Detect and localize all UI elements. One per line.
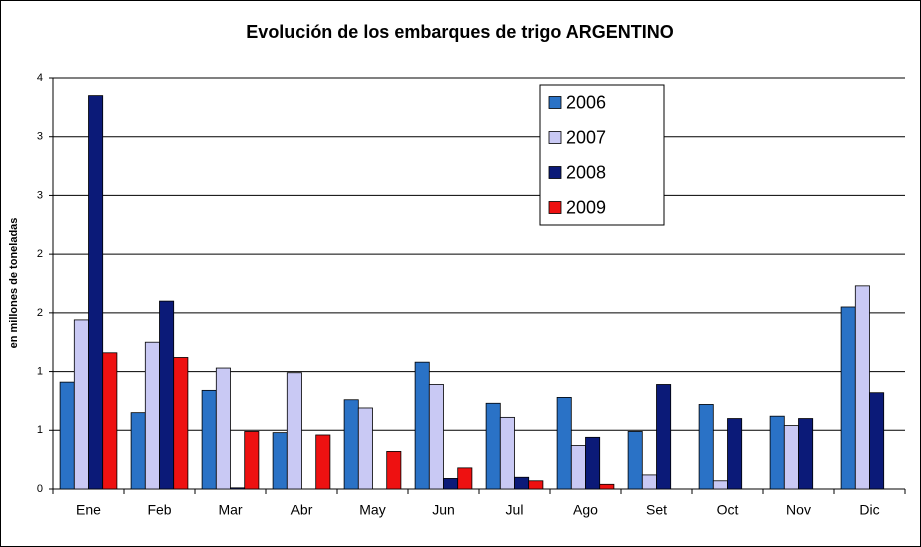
chart-title: Evolución de los embarques de trigo ARGE… (246, 22, 673, 42)
bar (144, 341, 160, 490)
bar (840, 306, 856, 490)
bar (173, 357, 189, 490)
bar (627, 431, 643, 490)
x-tick-label: Jun (432, 502, 455, 518)
bar (286, 372, 302, 490)
bar (798, 418, 814, 490)
legend-swatch (548, 131, 562, 144)
bar (428, 384, 444, 490)
bar (641, 474, 657, 490)
x-tick-label: Mar (218, 502, 242, 518)
bar (570, 445, 586, 490)
bar (272, 432, 288, 490)
bar (230, 487, 246, 490)
legend-label: 2006 (566, 92, 606, 112)
x-tick-label: Ago (573, 502, 598, 518)
bar (499, 416, 515, 490)
x-tick-label: Nov (786, 502, 811, 518)
legend-label: 2007 (566, 127, 606, 147)
legend-swatch (548, 201, 562, 214)
bar (727, 418, 743, 490)
x-tick-label: Jul (506, 502, 524, 518)
bar (130, 412, 146, 490)
bar (485, 402, 501, 490)
bar (854, 285, 870, 490)
bar (869, 392, 885, 490)
bar (514, 476, 530, 490)
legend-swatch (548, 96, 562, 109)
bar (783, 425, 799, 490)
bar (528, 480, 544, 490)
bar (656, 384, 672, 490)
bar (585, 436, 601, 490)
y-tick-label: 2 (37, 248, 43, 260)
bar (215, 367, 231, 490)
y-tick-label: 1 (37, 424, 43, 436)
x-tick-label: May (359, 502, 385, 518)
bar (201, 389, 217, 490)
bar (357, 407, 373, 490)
y-tick-label: 4 (37, 72, 43, 84)
bar (73, 319, 89, 490)
x-tick-label: Dic (859, 502, 879, 518)
bar (59, 381, 75, 490)
bar (712, 480, 728, 490)
bar (443, 478, 459, 490)
bar (343, 399, 359, 490)
y-tick-label: 3 (37, 189, 43, 201)
y-axis-label: en millones de toneladas (8, 218, 20, 349)
bar (769, 415, 785, 490)
y-tick-label: 2 (37, 307, 43, 319)
legend-label: 2008 (566, 162, 606, 182)
bar (244, 431, 260, 490)
bar (315, 434, 331, 490)
bar (102, 352, 118, 490)
x-tick-label: Oct (717, 502, 739, 518)
bar (414, 361, 430, 490)
x-tick-label: Feb (147, 502, 171, 518)
y-tick-label: 3 (37, 131, 43, 143)
x-tick-label: Ene (76, 502, 101, 518)
legend-swatch (548, 166, 562, 179)
legend-label: 2009 (566, 197, 606, 217)
bar (556, 397, 572, 490)
bar (698, 404, 714, 490)
bar (599, 483, 615, 490)
bar (88, 95, 104, 490)
bar (457, 467, 473, 490)
x-tick-label: Abr (291, 502, 313, 518)
bar (159, 300, 175, 490)
y-tick-label: 1 (37, 365, 43, 377)
x-tick-label: Set (646, 502, 667, 518)
bar (386, 451, 402, 490)
y-tick-label: 0 (37, 483, 43, 495)
